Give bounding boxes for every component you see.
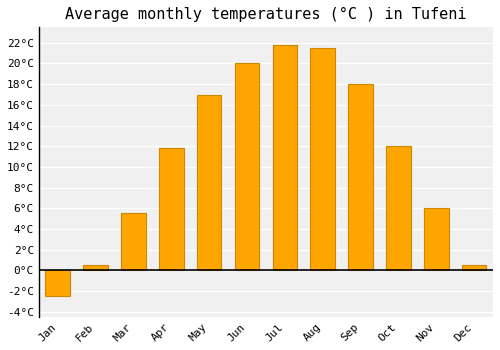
Bar [462, 265, 486, 270]
Bar [348, 84, 373, 270]
Bar [310, 48, 335, 270]
Title: Average monthly temperatures (°C ) in Tufeni: Average monthly temperatures (°C ) in Tu… [65, 7, 466, 22]
Bar [84, 265, 108, 270]
Bar [159, 148, 184, 270]
Bar [121, 214, 146, 270]
Bar [272, 45, 297, 270]
Bar [46, 270, 70, 296]
Bar [234, 63, 260, 270]
Bar [197, 94, 222, 270]
Bar [386, 146, 410, 270]
Bar [424, 208, 448, 270]
